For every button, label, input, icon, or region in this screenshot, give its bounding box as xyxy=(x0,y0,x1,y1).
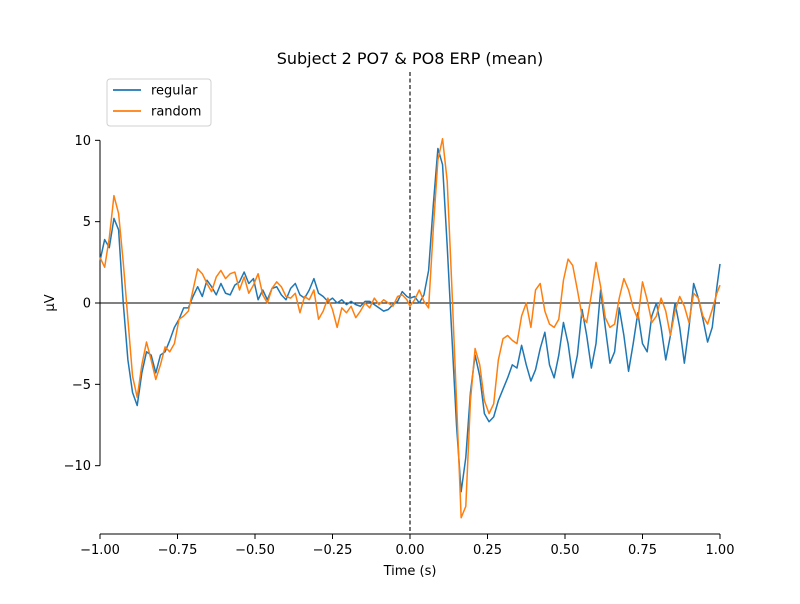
y-axis-label: µV xyxy=(43,294,58,311)
y-tick-label: −10 xyxy=(64,459,91,474)
chart-title: Subject 2 PO7 & PO8 ERP (mean) xyxy=(277,49,544,68)
x-tick-label: −0.25 xyxy=(313,543,353,558)
legend: regular random xyxy=(106,78,212,127)
plot-lines xyxy=(99,137,721,519)
y-tick-label: 0 xyxy=(83,297,91,312)
y-tick-label: −5 xyxy=(72,378,91,393)
x-tick-label: −0.75 xyxy=(158,543,198,558)
x-tick-label: −1.00 xyxy=(80,543,120,558)
x-axis-label: Time (s) xyxy=(383,564,437,579)
x-tick-label: 1.00 xyxy=(706,543,735,558)
series-line-random xyxy=(99,137,721,519)
x-tick-label: 0.00 xyxy=(396,543,425,558)
x-tick-label: 0.50 xyxy=(551,543,580,558)
y-tick-label: 5 xyxy=(83,215,91,230)
x-tick-label: 0.25 xyxy=(473,543,502,558)
y-tick-label: 10 xyxy=(74,134,91,149)
axes: −10 −5 0 5 10 −1.00 −0.75 −0.50 −0.25 0.00 0.25 0.5… xyxy=(64,72,735,558)
series-line-regular xyxy=(99,147,721,493)
x-tick-label: −0.50 xyxy=(235,543,275,558)
legend-label-regular: regular xyxy=(151,84,198,99)
legend-label-random: random xyxy=(151,105,201,120)
x-tick-label: 0.75 xyxy=(628,543,657,558)
